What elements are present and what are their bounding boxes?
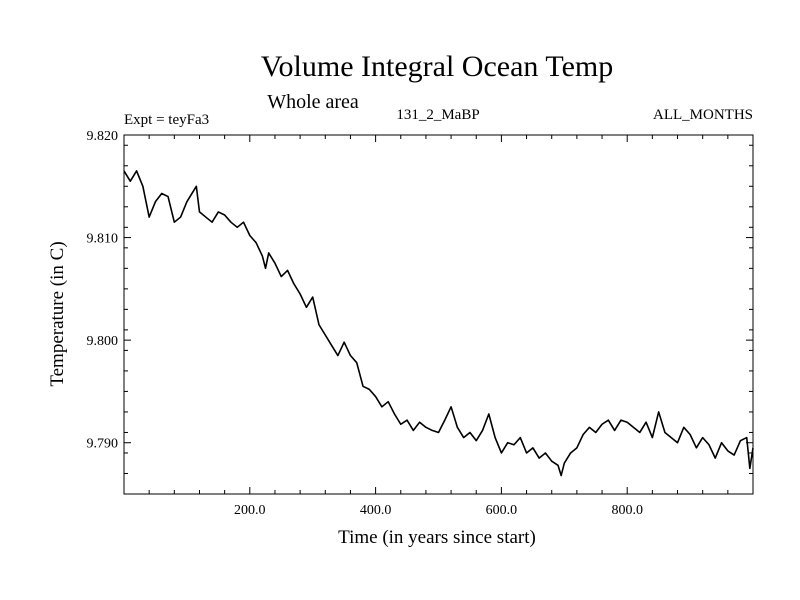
run-label: 131_2_MaBP bbox=[396, 107, 479, 123]
y-tick-label: 9.810 bbox=[87, 232, 119, 247]
y-axis-tick-labels: 9.790 9.800 9.810 9.820 bbox=[87, 129, 119, 452]
x-axis-tick-labels: 200.0 400.0 600.0 800.0 bbox=[234, 503, 643, 518]
x-tick-label: 400.0 bbox=[360, 503, 392, 518]
y-axis-label: Temperature (in C) bbox=[47, 241, 68, 386]
x-tick-label: 800.0 bbox=[611, 503, 643, 518]
y-tick-label: 9.820 bbox=[87, 129, 119, 144]
chart-subtitle: Whole area bbox=[267, 91, 359, 113]
x-axis-ticks bbox=[148, 135, 729, 494]
y-tick-label: 9.790 bbox=[87, 437, 119, 452]
experiment-label: Expt = teyFa3 bbox=[124, 112, 209, 128]
temperature-series-line bbox=[123, 170, 754, 477]
months-label: ALL_MONTHS bbox=[653, 107, 753, 123]
x-tick-label: 200.0 bbox=[234, 503, 266, 518]
y-tick-label: 9.800 bbox=[87, 334, 119, 349]
chart-title: Volume Integral Ocean Temp bbox=[261, 50, 614, 83]
x-axis-label: Time (in years since start) bbox=[338, 527, 536, 548]
y-axis-ticks bbox=[124, 134, 753, 474]
plot-frame bbox=[123, 134, 754, 495]
plot-area bbox=[123, 134, 754, 495]
x-tick-label: 600.0 bbox=[486, 503, 518, 518]
